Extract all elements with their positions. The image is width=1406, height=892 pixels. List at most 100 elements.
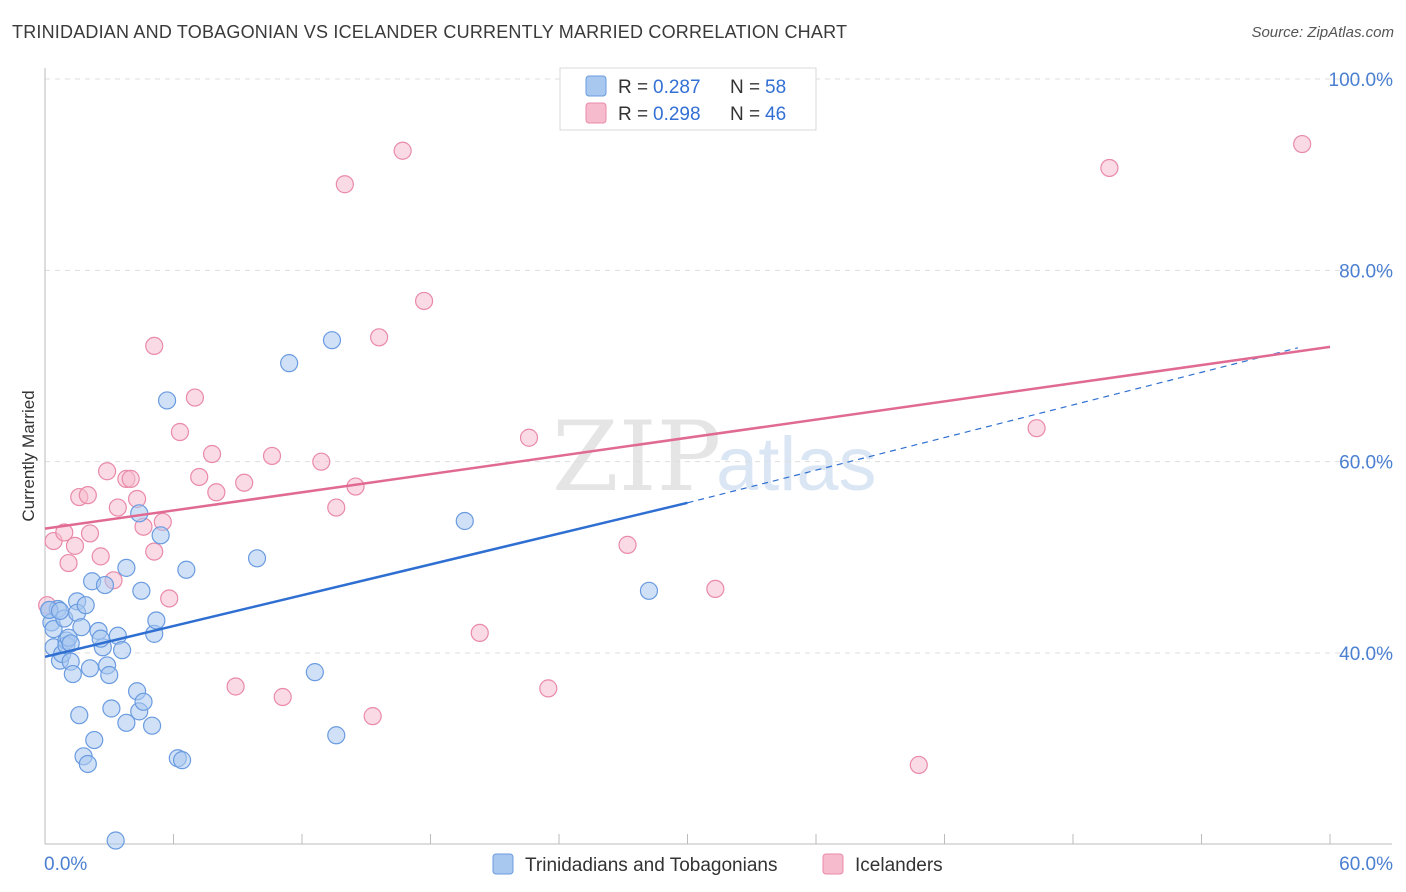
icelanders-point bbox=[207, 483, 226, 502]
icelanders-point bbox=[145, 336, 164, 356]
trinidadians-point bbox=[50, 601, 70, 621]
legend-r-value-2: 0.298 bbox=[653, 104, 701, 125]
icelanders-point bbox=[98, 462, 117, 481]
icelanders-point bbox=[170, 422, 190, 442]
y-tick-label-60: 60.0% bbox=[1339, 453, 1393, 474]
y-tick-label-100: 100.0% bbox=[1329, 70, 1394, 91]
trinidadians-point bbox=[72, 618, 91, 637]
icelanders-point bbox=[414, 291, 434, 311]
legend-r-value-1: 0.287 bbox=[653, 77, 701, 98]
icelanders-point bbox=[121, 469, 140, 488]
trinidadians-point bbox=[134, 692, 153, 711]
icelanders-point bbox=[393, 141, 412, 160]
y-axis-label: Currently Married bbox=[19, 390, 38, 521]
x-tick-label-min: 0.0% bbox=[44, 854, 87, 875]
chart-title: TRINIDADIAN AND TOBAGONIAN VS ICELANDER … bbox=[12, 22, 848, 42]
trinidadians-point bbox=[280, 354, 299, 373]
trinidadians-point bbox=[327, 726, 346, 745]
axes bbox=[44, 68, 1392, 845]
legend-n-label-1: N = bbox=[730, 77, 760, 98]
icelanders-point bbox=[1100, 158, 1119, 178]
trinidadians-point bbox=[70, 706, 89, 725]
trinidadians-point bbox=[78, 754, 97, 774]
icelanders-point bbox=[1027, 419, 1046, 438]
legend-r-label-2: R = bbox=[618, 104, 648, 125]
icelanders-point bbox=[185, 388, 205, 407]
trinidadians-point bbox=[639, 581, 659, 600]
trinidadians-point bbox=[76, 596, 95, 615]
trinidadians-point bbox=[117, 713, 136, 732]
bottom-legend-swatch-pink bbox=[822, 853, 844, 875]
icelanders-point bbox=[618, 535, 637, 554]
trinidadians-point bbox=[247, 549, 267, 568]
watermark: ZIP atlas bbox=[552, 401, 877, 513]
legend-n-label-2: N = bbox=[730, 104, 760, 125]
y-tick-label-80: 80.0% bbox=[1339, 261, 1393, 282]
y-tick-labels: 40.0% 60.0% 80.0% 100.0% bbox=[1329, 70, 1394, 665]
icelanders-point bbox=[706, 579, 725, 599]
icelanders-point bbox=[226, 677, 245, 696]
icelanders-point bbox=[335, 175, 354, 194]
icelanders-point bbox=[78, 486, 97, 505]
bottom-legend-label-blue: Trinidadians and Tobagonians bbox=[525, 855, 777, 876]
icelanders-point bbox=[65, 536, 85, 555]
icelanders-point bbox=[202, 444, 222, 464]
trinidadians-point bbox=[100, 665, 119, 685]
trinidadians-point bbox=[142, 716, 162, 735]
legend-swatch-pink bbox=[585, 102, 607, 124]
trend-lines bbox=[44, 345, 1331, 659]
icelanders-point bbox=[909, 755, 928, 775]
icelanders-point bbox=[1293, 134, 1312, 154]
trinidadians-point bbox=[322, 331, 342, 350]
trend-line-trinidadians bbox=[44, 501, 688, 659]
trinidadians-point bbox=[157, 391, 177, 410]
legend-n-value-2: 46 bbox=[765, 104, 786, 125]
series-icelanders bbox=[38, 134, 1312, 775]
bottom-legend: Trinidadians and Tobagonians Icelanders bbox=[492, 853, 943, 876]
trinidadians-point bbox=[305, 663, 324, 682]
source-credit: Source: ZipAtlas.com bbox=[1251, 24, 1394, 41]
icelanders-point bbox=[91, 547, 110, 566]
icelanders-point bbox=[363, 707, 382, 726]
trinidadians-point bbox=[112, 641, 132, 660]
trinidadians-point bbox=[151, 526, 170, 545]
icelanders-point bbox=[235, 473, 254, 492]
trend-line-icelanders bbox=[44, 345, 1331, 530]
legend-swatch-blue bbox=[585, 75, 607, 97]
trinidadians-point bbox=[80, 659, 100, 678]
icelanders-point bbox=[108, 498, 127, 517]
trinidadians-point bbox=[455, 511, 474, 531]
icelanders-point bbox=[262, 446, 282, 466]
trinidadians-point bbox=[63, 664, 82, 684]
trinidadians-point bbox=[85, 730, 104, 750]
x-tick-marks bbox=[44, 834, 1331, 844]
icelanders-point bbox=[470, 623, 489, 643]
trinidadians-point bbox=[172, 751, 192, 770]
legend-n-value-1: 58 bbox=[765, 77, 786, 98]
bottom-legend-swatch-blue bbox=[492, 853, 514, 875]
icelanders-point bbox=[519, 428, 539, 447]
legend-r-label-1: R = bbox=[618, 77, 648, 98]
watermark-zip: ZIP bbox=[552, 401, 721, 513]
icelanders-point bbox=[160, 589, 179, 608]
icelanders-point bbox=[55, 523, 74, 542]
series-trinidadians bbox=[40, 331, 659, 850]
icelanders-point bbox=[312, 452, 331, 471]
trinidadians-point bbox=[95, 575, 115, 595]
trinidadians-point bbox=[147, 611, 166, 630]
watermark-atlas: atlas bbox=[716, 422, 877, 507]
icelanders-point bbox=[273, 687, 292, 707]
y-tick-label-40: 40.0% bbox=[1339, 644, 1393, 665]
icelanders-point bbox=[539, 679, 558, 698]
icelanders-point bbox=[59, 553, 78, 573]
icelanders-point bbox=[327, 498, 346, 517]
trinidadians-point bbox=[132, 581, 151, 600]
trinidadians-point bbox=[177, 560, 196, 579]
legend: R = 0.287 N = 58 R = 0.298 N = 46 bbox=[559, 67, 817, 131]
trinidadians-point bbox=[117, 558, 136, 577]
bottom-legend-label-pink: Icelanders bbox=[855, 855, 943, 876]
trend-line-trinidadians-extension bbox=[687, 347, 1299, 504]
icelanders-point bbox=[190, 467, 209, 487]
trinidadians-point bbox=[106, 831, 125, 850]
